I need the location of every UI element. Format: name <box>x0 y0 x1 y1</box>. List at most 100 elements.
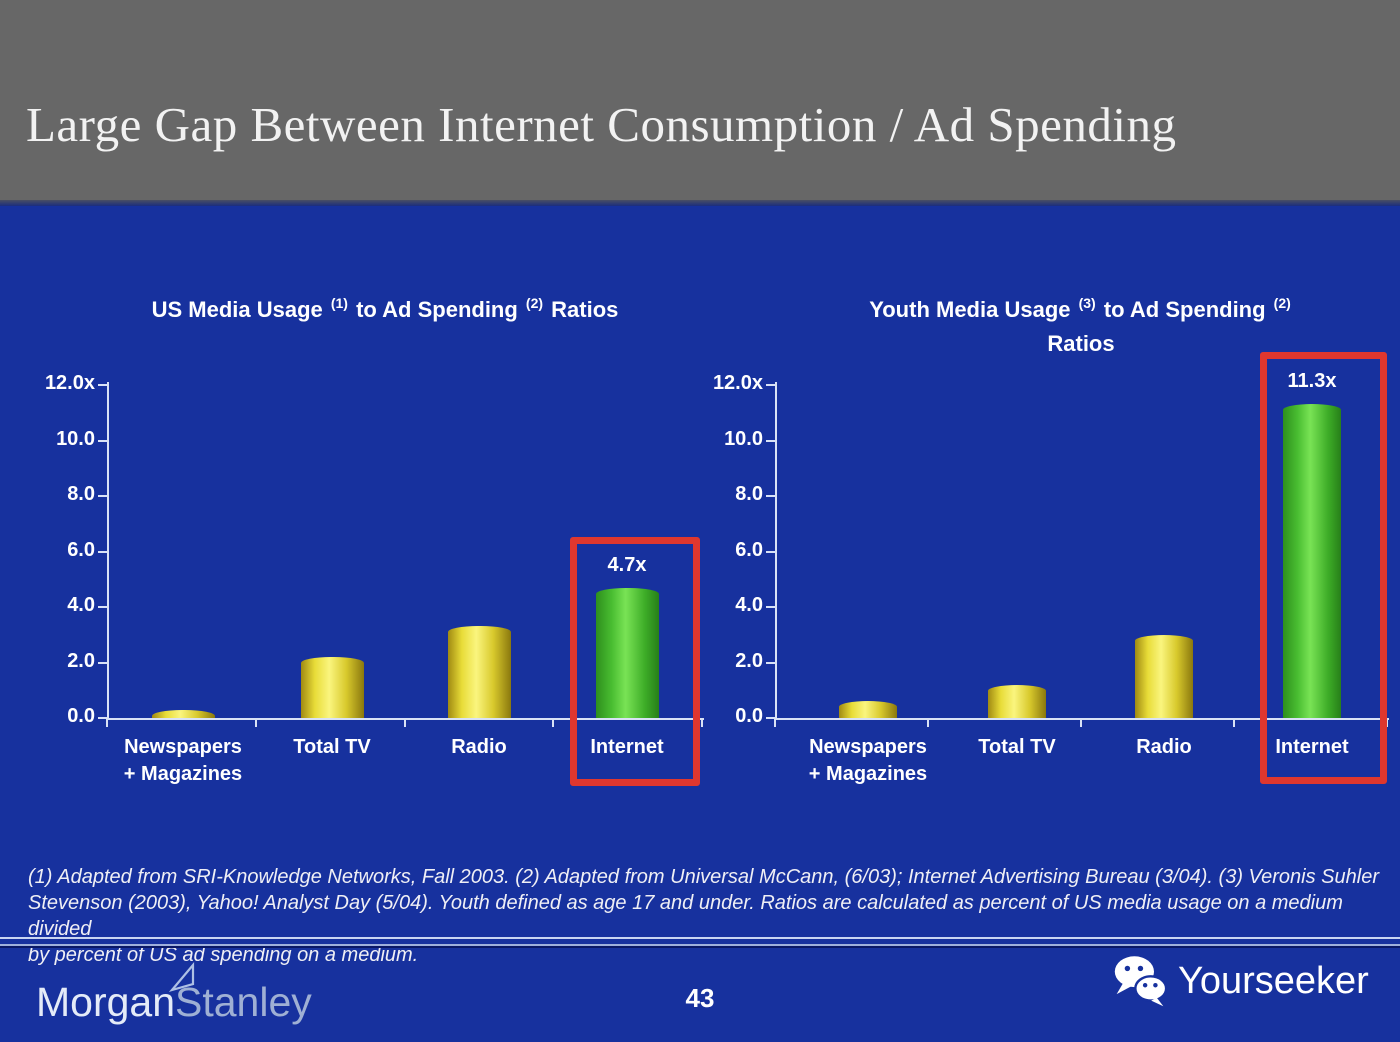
chart-title-text: Youth Media Usage <box>869 297 1077 322</box>
y-tick-label: 12.0x <box>712 372 763 394</box>
y-tick-label: 8.0 <box>67 483 95 505</box>
category-label-line: Radio <box>451 736 507 758</box>
bar-newspapers-magazines <box>151 709 215 718</box>
morgan-stanley-logo-morgan: Morgan <box>36 979 176 1025</box>
chart-title-line: US Media Usage (1) to Ad Spending (2) Ra… <box>60 294 710 328</box>
x-tick-mark <box>552 718 555 727</box>
bar-internet <box>1283 404 1341 718</box>
y-tick-label: 12.0x <box>44 372 95 394</box>
x-tick-mark <box>1386 718 1388 727</box>
y-tick-label: 0.0 <box>735 705 763 727</box>
highlight-box <box>570 537 700 786</box>
chart-title-text: Ratios <box>1047 331 1115 356</box>
y-tick-mark <box>766 439 775 442</box>
x-tick-mark <box>701 718 703 727</box>
chart-title-line: Youth Media Usage (3) to Ad Spending (2) <box>758 294 1400 328</box>
watermark-label: Yourseeker <box>1178 960 1369 1002</box>
bar-value-label-internet: 4.7x <box>607 553 647 576</box>
y-tick-mark <box>766 495 775 497</box>
y-tick-label: 10.0 <box>56 427 95 450</box>
category-label-internet: Internet <box>1217 734 1400 761</box>
y-tick-mark <box>766 717 775 719</box>
category-label-radio: Radio <box>384 734 574 761</box>
footnote: (1) Adapted from SRI-Knowledge Networks,… <box>28 864 1384 968</box>
y-tick-mark <box>98 717 107 719</box>
footnote-line: Stevenson (2003), Yahoo! Analyst Day (5/… <box>28 892 1343 940</box>
category-label-line: Total TV <box>293 736 371 758</box>
footnote-line: by percent of US ad spending on a medium… <box>28 944 419 966</box>
category-label-newspapers-magazines: Newspapers + Magazines <box>88 734 278 788</box>
y-tick-label: 8.0 <box>735 483 763 505</box>
slide-title: Large Gap Between Internet Consumption /… <box>26 97 1177 152</box>
category-label-line: Radio <box>1136 736 1192 758</box>
chart-title-text: to Ad Spending <box>1097 297 1272 322</box>
y-tick-mark <box>766 661 775 664</box>
category-label-line: + Magazines <box>808 763 928 785</box>
chart-title-line: Ratios <box>758 328 1400 360</box>
y-tick-mark <box>98 384 107 386</box>
chart-title-superscript: (2) <box>1273 295 1291 311</box>
footnote-line: (1) Adapted from SRI-Knowledge Networks,… <box>28 866 1379 888</box>
header-divider <box>0 200 1400 206</box>
x-tick-mark <box>106 718 108 727</box>
chart-title-superscript: (2) <box>525 295 544 311</box>
category-label-line: Total TV <box>978 736 1056 758</box>
y-tick-label: 4.0 <box>735 594 763 616</box>
category-label-line: Internet <box>590 736 664 758</box>
y-axis <box>775 382 777 720</box>
category-label-line: Internet <box>1275 736 1349 758</box>
chart-title: US Media Usage (1) to Ad Spending (2) Ra… <box>60 294 710 328</box>
morgan-stanley-pennant-icon <box>168 962 195 993</box>
chart-title-superscript: (1) <box>330 295 348 311</box>
chart-title-text: to Ad Spending <box>349 297 524 322</box>
category-label-total-tv: Total TV <box>922 734 1112 761</box>
wechat-icon <box>1114 956 1168 1007</box>
x-tick-mark <box>403 718 406 727</box>
y-tick-mark <box>98 495 107 497</box>
category-label-radio: Radio <box>1069 734 1259 761</box>
y-tick-label: 10.0 <box>724 427 763 450</box>
y-axis <box>107 382 109 720</box>
morgan-stanley-logo-stanley: Stanley <box>175 979 312 1025</box>
category-label-line: Newspapers <box>809 736 927 758</box>
y-tick-mark <box>98 606 107 608</box>
x-axis <box>775 718 1389 720</box>
y-tick-label: 2.0 <box>67 649 95 672</box>
category-label-total-tv: Total TV <box>237 734 427 761</box>
bar-radio <box>1135 634 1193 718</box>
bar-newspapers-magazines <box>839 701 897 718</box>
highlight-box <box>1260 352 1387 784</box>
y-tick-label: 0.0 <box>67 705 95 727</box>
y-tick-label: 2.0 <box>735 649 763 672</box>
y-tick-label: 6.0 <box>67 538 95 561</box>
bar-total-tv <box>988 684 1046 718</box>
footer-divider <box>0 937 1400 948</box>
bar-radio <box>447 626 511 718</box>
chart-title-text: Ratios <box>545 297 619 322</box>
y-tick-mark <box>98 661 107 664</box>
x-tick-mark <box>254 718 257 727</box>
slide-header: Large Gap Between Internet Consumption /… <box>0 0 1400 200</box>
bar-value-label-internet: 11.3x <box>1287 370 1337 393</box>
bar-internet <box>595 587 659 718</box>
y-tick-mark <box>98 439 107 442</box>
y-tick-label: 4.0 <box>67 594 95 616</box>
y-tick-label: 6.0 <box>735 538 763 561</box>
category-label-internet: Internet <box>532 734 722 761</box>
page-number: 43 <box>685 983 715 1013</box>
x-tick-mark <box>927 718 929 727</box>
category-label-line: Newspapers <box>124 736 242 758</box>
bar-total-tv <box>300 656 364 718</box>
x-tick-mark <box>1080 718 1082 727</box>
y-tick-mark <box>766 606 775 608</box>
chart-title: Youth Media Usage (3) to Ad Spending (2)… <box>758 294 1400 360</box>
x-axis <box>107 718 704 720</box>
y-tick-mark <box>766 550 775 553</box>
chart-title-superscript: (3) <box>1078 295 1096 311</box>
x-tick-mark <box>1233 718 1235 727</box>
x-tick-mark <box>774 718 776 727</box>
category-label-line: + Magazines <box>123 763 243 785</box>
y-tick-mark <box>98 550 107 553</box>
category-label-newspapers-magazines: Newspapers + Magazines <box>773 734 963 788</box>
